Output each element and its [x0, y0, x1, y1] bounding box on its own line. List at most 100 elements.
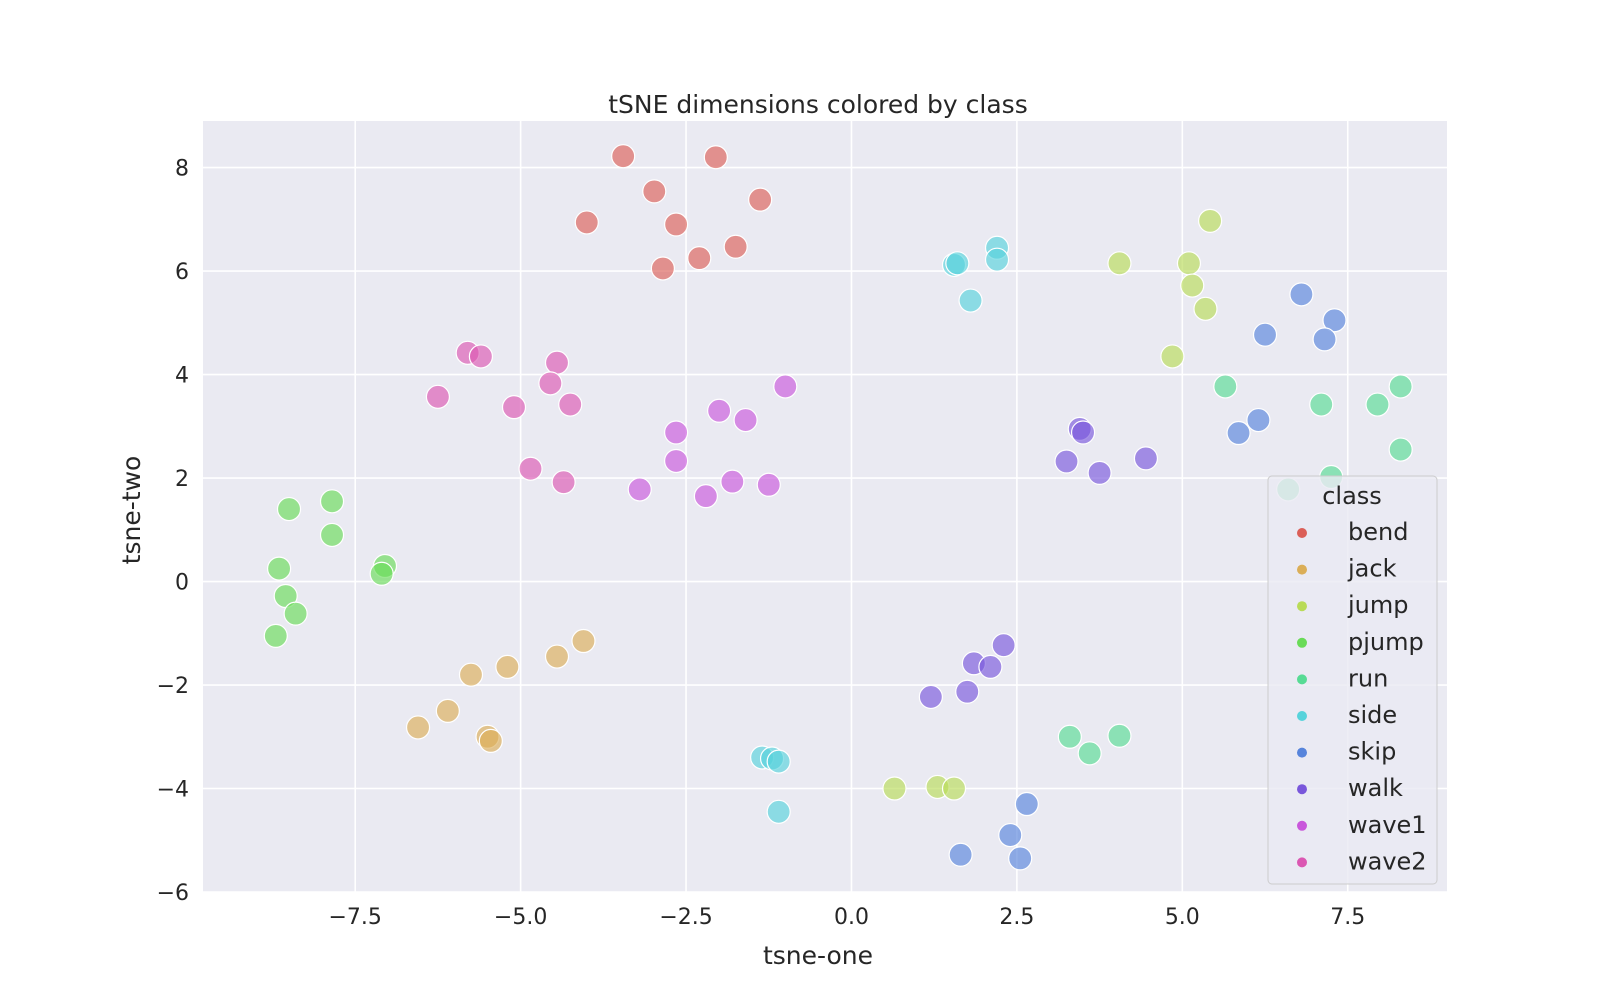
data-point-bend — [574, 210, 599, 235]
data-point-run — [1213, 374, 1238, 399]
data-point-walk — [1070, 420, 1096, 445]
y-tick-label: 0 — [175, 571, 189, 596]
y-tick-label: 2 — [175, 467, 189, 492]
legend-marker-side — [1297, 711, 1307, 721]
data-point-side — [945, 251, 970, 276]
data-point-wave2 — [544, 350, 570, 375]
data-point-jack — [458, 662, 484, 687]
data-point-pjump — [369, 561, 394, 586]
data-point-skip — [1008, 846, 1033, 871]
legend-marker-pjump — [1297, 637, 1307, 648]
data-point-skip — [948, 842, 973, 867]
data-point-pjump — [263, 623, 288, 648]
data-point-jump — [941, 776, 967, 801]
data-point-jack — [571, 628, 596, 654]
data-point-walk — [1087, 460, 1112, 485]
data-point-run — [1107, 723, 1132, 748]
data-point-wave1 — [773, 374, 798, 399]
y-axis-label: tsne-two — [117, 456, 146, 565]
series-jump — [882, 208, 1223, 801]
data-point-jack — [495, 654, 520, 680]
legend-marker-skip — [1297, 747, 1307, 758]
data-point-jack — [478, 728, 503, 754]
data-point-skip — [1246, 407, 1271, 433]
x-tick-label: −7.5 — [328, 905, 381, 930]
data-point-side — [766, 749, 791, 774]
x-tick-label: 2.5 — [999, 905, 1034, 930]
data-point-skip — [1014, 791, 1039, 817]
x-tick-label: 7.5 — [1330, 905, 1365, 930]
chart-title: tSNE dimensions colored by class — [608, 90, 1027, 119]
legend-title: class — [1322, 482, 1382, 510]
data-point-jack — [544, 644, 570, 669]
x-tick-label: 0.0 — [834, 905, 869, 930]
data-point-jack — [405, 715, 431, 740]
data-point-wave1 — [693, 484, 718, 509]
data-point-wave2 — [501, 395, 527, 420]
data-point-run — [1365, 392, 1390, 417]
data-point-jump — [882, 776, 907, 801]
data-point-walk — [991, 633, 1016, 658]
data-point-bend — [723, 234, 748, 259]
data-point-wave1 — [756, 472, 781, 497]
series-side — [750, 235, 1010, 824]
legend-marker-walk — [1297, 784, 1307, 795]
data-point-pjump — [319, 489, 345, 514]
data-point-skip — [1322, 308, 1347, 333]
series-bend — [574, 144, 773, 281]
legend-label-jump: jump — [1347, 591, 1409, 619]
legend-marker-bend — [1297, 528, 1307, 538]
data-point-skip — [1312, 327, 1337, 352]
plot-area — [203, 121, 1447, 892]
legend-marker-jack — [1297, 564, 1307, 575]
legend-label-bend: bend — [1348, 518, 1408, 546]
data-point-wave2 — [558, 392, 583, 417]
y-tick-label: −6 — [157, 881, 189, 906]
x-tick-label: −5.0 — [494, 905, 547, 930]
y-tick-label: 4 — [175, 364, 189, 389]
data-point-walk — [1054, 449, 1079, 474]
data-point-jump — [1107, 251, 1132, 276]
legend-label-side: side — [1348, 701, 1397, 729]
data-point-skip — [1226, 420, 1251, 446]
y-tick-label: −2 — [157, 674, 189, 699]
data-point-side — [958, 288, 983, 313]
legend-label-walk: walk — [1348, 774, 1403, 802]
x-tick-label: −2.5 — [659, 905, 712, 930]
data-point-run — [1057, 724, 1082, 749]
data-point-jump — [1176, 251, 1202, 276]
data-point-bend — [664, 212, 689, 237]
legend-label-wave2: wave2 — [1348, 847, 1427, 875]
data-point-run — [1309, 392, 1334, 417]
legend-marker-jump — [1297, 601, 1307, 612]
data-point-jump — [1193, 296, 1218, 321]
data-point-pjump — [276, 496, 302, 522]
series-pjump — [263, 489, 398, 648]
data-point-run — [1388, 374, 1413, 399]
x-tick-labels: −7.5 −5.0 −2.5 0.0 2.5 5.0 7.5 — [328, 905, 1365, 930]
data-point-walk — [918, 684, 943, 710]
y-tick-labels: −6 −4 −2 0 2 4 6 8 — [157, 157, 189, 906]
data-point-skip — [1252, 322, 1278, 347]
x-tick-label: 5.0 — [1165, 905, 1200, 930]
data-point-bend — [642, 179, 667, 204]
legend: class bend jack jump pjump run side skip walk wa… — [1267, 475, 1438, 885]
data-point-side — [766, 799, 791, 824]
data-point-skip — [1289, 282, 1314, 307]
data-point-wave1 — [733, 407, 758, 433]
series-jack — [405, 628, 596, 754]
legend-entries: bend jack jump pjump run side skip walk wave1 wav… — [1297, 518, 1427, 875]
data-point-wave1 — [707, 398, 732, 423]
grid-lines — [203, 121, 1447, 893]
y-tick-label: 8 — [175, 157, 189, 182]
series-wave2 — [425, 340, 583, 495]
data-point-side — [984, 247, 1010, 272]
data-point-bend — [703, 145, 728, 170]
data-point-wave2 — [425, 384, 451, 409]
legend-label-jack: jack — [1347, 555, 1397, 583]
data-point-pjump — [266, 556, 292, 581]
data-point-pjump — [283, 601, 308, 626]
data-point-bend — [748, 187, 773, 212]
data-point-wave2 — [538, 371, 563, 396]
